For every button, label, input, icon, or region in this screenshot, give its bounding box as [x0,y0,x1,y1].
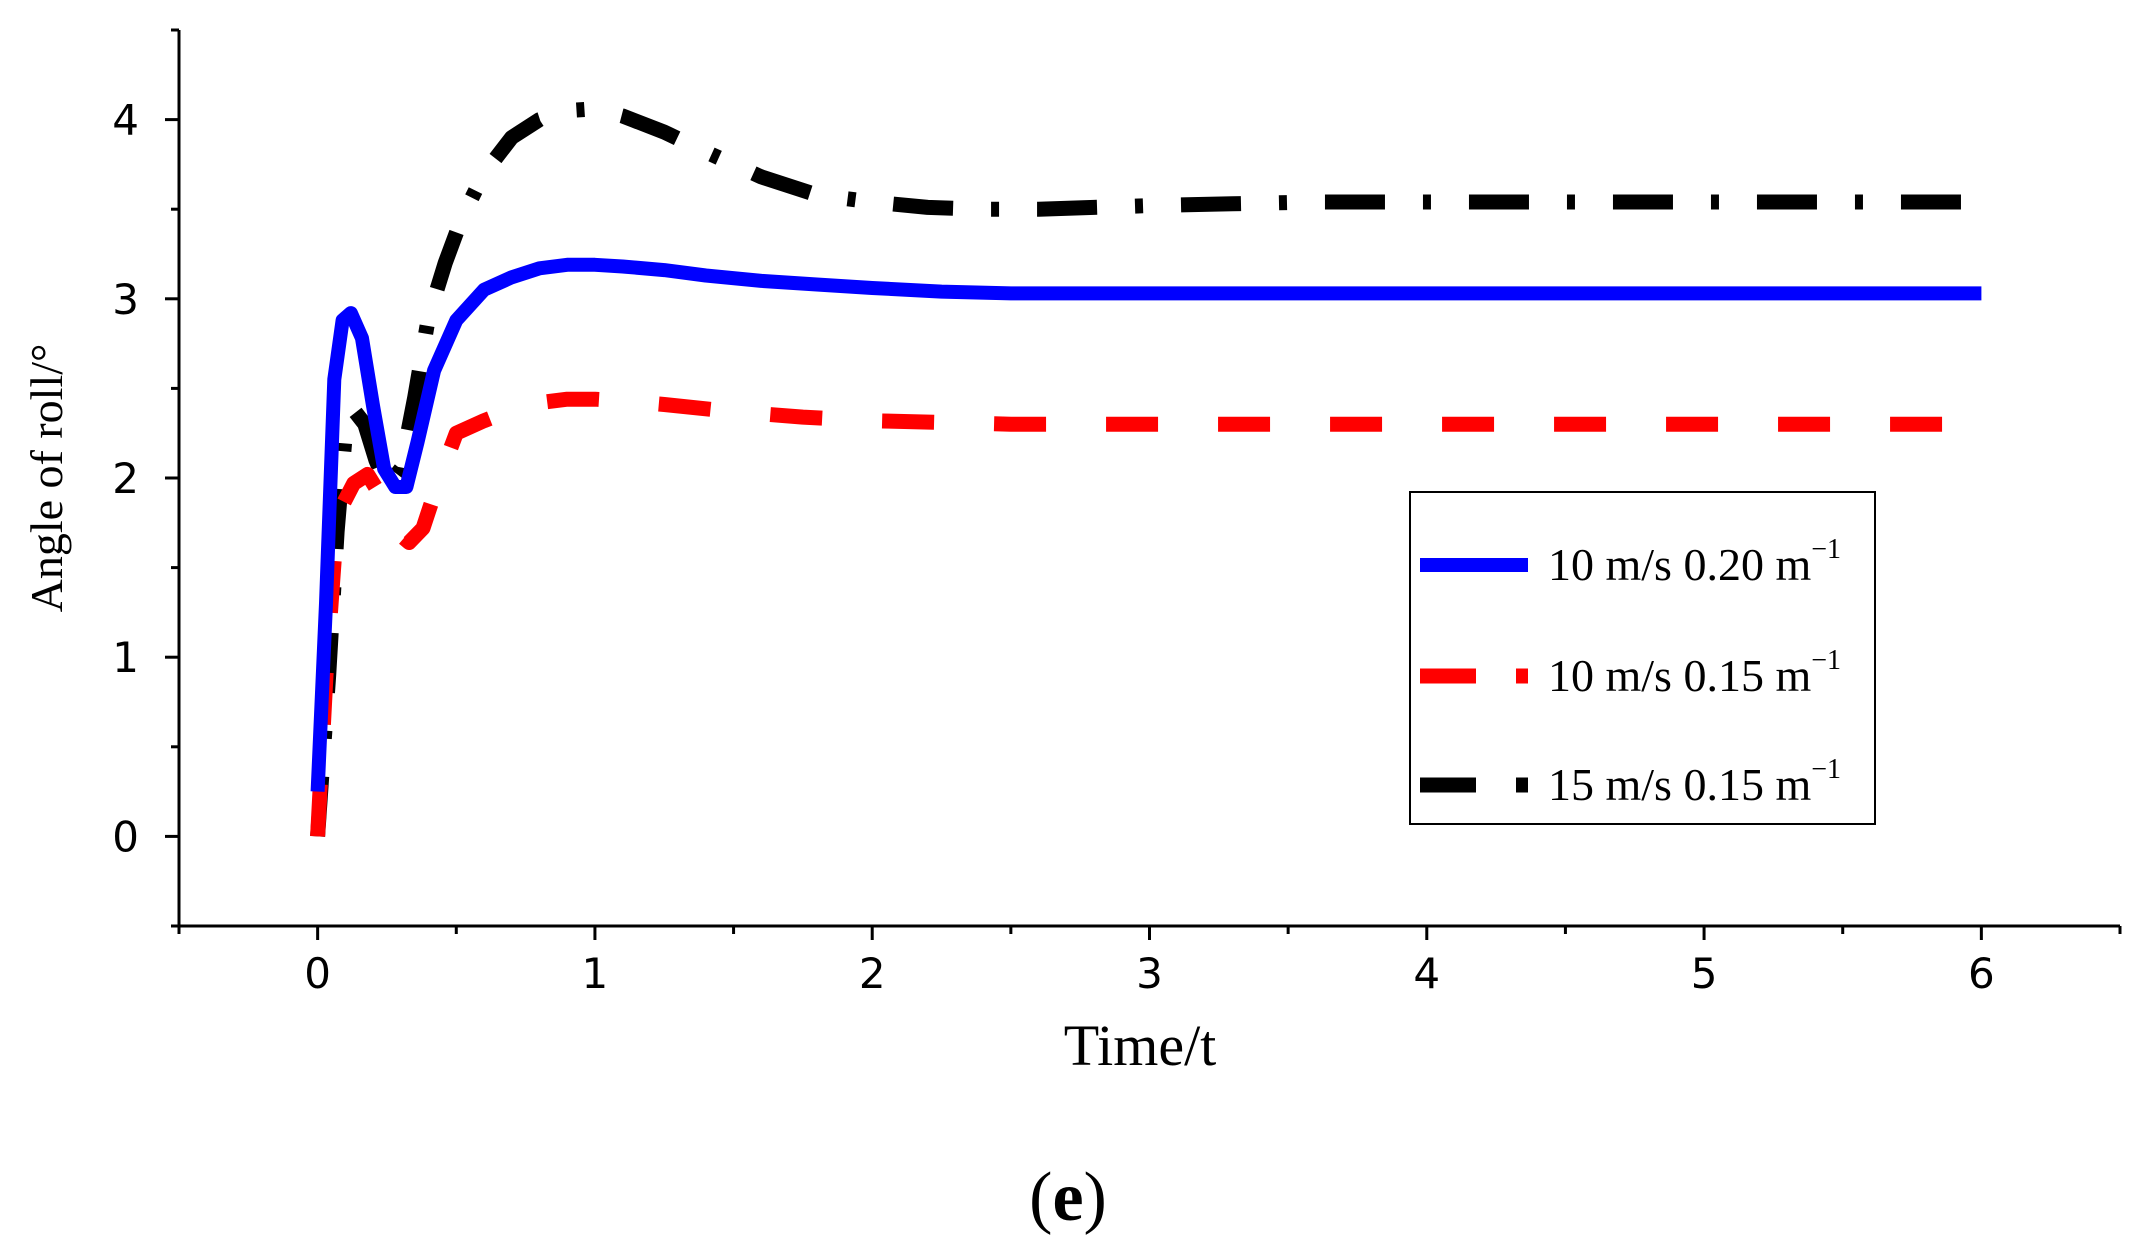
x-axis-title: Time/t [1064,1013,1217,1078]
x-tick-label: 3 [1136,949,1163,998]
legend-label-2: 10 m/s 0.15 m−1 [1548,645,1841,701]
ticks: 0 1 2 3 4 5 6 0 1 2 3 4 [112,28,2122,998]
panel-label: (e) [1029,1159,1107,1236]
y-axis-title: Angle of roll/° [21,344,72,613]
y-tick-label: 2 [112,454,139,503]
legend-label-3: 15 m/s 0.15 m−1 [1548,754,1841,810]
series-line-2 [310,391,1982,837]
x-tick-label: 0 [304,949,331,998]
x-tick-label: 6 [1968,949,1995,998]
y-tick-label: 3 [112,275,139,324]
x-tick-label: 2 [859,949,886,998]
y-tick-label: 0 [112,812,139,861]
x-tick-label: 1 [582,949,609,998]
panel-label-letter: e [1052,1159,1083,1236]
y-tick-label: 1 [112,633,139,682]
series-layer [310,101,1982,837]
series-line-3 [310,101,1982,837]
legend-items: 10 m/s 0.20 m−1 10 m/s 0.15 m−1 15 m/s 0.1… [1420,534,1841,810]
x-tick-label: 5 [1691,949,1718,998]
legend-label-1: 10 m/s 0.20 m−1 [1548,534,1841,590]
x-tick-label: 4 [1413,949,1440,998]
series-line-1 [310,257,1982,792]
legend: 10 m/s 0.20 m−1 10 m/s 0.15 m−1 15 m/s 0.1… [1409,491,1876,825]
legend-box [1409,491,1876,825]
y-tick-label: 4 [112,96,139,145]
